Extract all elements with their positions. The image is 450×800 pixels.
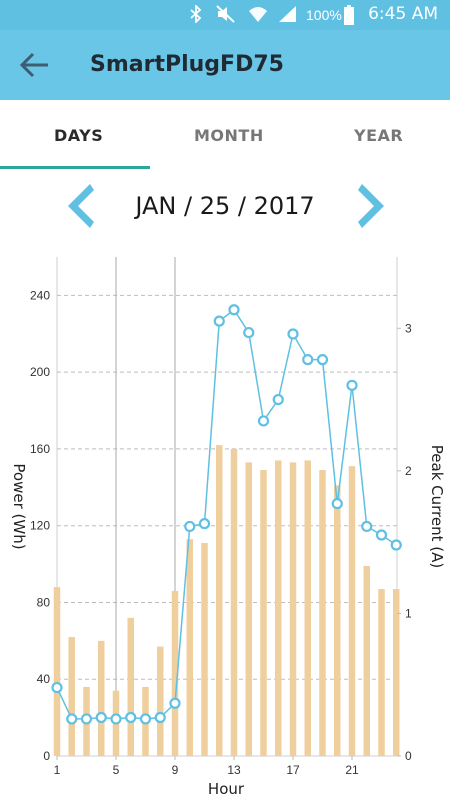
power-bar (216, 445, 223, 756)
clock: 6:45 AM (368, 4, 438, 24)
y2-tick-label: 0 (405, 749, 412, 763)
y-tick-label: 120 (30, 519, 50, 533)
current-point (287, 328, 299, 340)
power-bar (348, 466, 356, 756)
power-bar (319, 470, 326, 756)
y2-tick-label: 2 (405, 464, 412, 478)
current-point (184, 520, 196, 533)
current-point (213, 315, 225, 327)
signal-icon (279, 6, 296, 22)
power-bar (289, 462, 297, 756)
chevron-left-icon[interactable] (64, 182, 94, 230)
x-axis-title: Hour (208, 780, 245, 798)
y-axis-title: Power (Wh) (10, 463, 28, 549)
x-tick-label: 5 (113, 763, 120, 777)
current-point (302, 354, 314, 366)
x-tick-label: 9 (172, 763, 179, 777)
y-tick-label: 0 (43, 749, 50, 763)
current-line (56, 308, 397, 720)
power-bar (275, 460, 282, 756)
current-point (390, 539, 402, 551)
tab-month[interactable]: MONTH (194, 126, 264, 145)
chevron-right-icon[interactable] (358, 182, 388, 230)
current-point (243, 326, 255, 339)
bluetooth-icon (190, 5, 202, 23)
current-point (110, 713, 122, 725)
current-point (80, 713, 93, 725)
current-point (95, 711, 107, 724)
power-bar (127, 617, 134, 756)
power-bar (393, 589, 400, 756)
y2-axis-title: Peak Current (A) (428, 445, 446, 568)
current-point (125, 711, 137, 724)
y-tick-label: 160 (30, 442, 50, 456)
page-title: SmartPlugFD75 (90, 52, 284, 77)
x-tick-label: 1 (54, 763, 61, 777)
power-bar (201, 542, 208, 756)
wifi-icon (249, 7, 267, 22)
current-point (169, 697, 181, 709)
y2-tick-label: 1 (405, 606, 412, 620)
power-bar (186, 539, 193, 756)
current-point (361, 520, 373, 533)
current-point (272, 393, 284, 406)
arrow-left-icon[interactable] (18, 48, 52, 82)
current-point (66, 713, 78, 725)
current-point (154, 711, 166, 724)
selected-date: JAN / 25 / 2017 (135, 192, 315, 220)
x-tick-label: 17 (286, 763, 300, 777)
y2-tick-label: 3 (405, 321, 412, 335)
power-bar (363, 565, 370, 756)
tab-days[interactable]: DAYS (54, 126, 104, 145)
power-bar (378, 589, 385, 756)
tab-indicator (0, 166, 150, 169)
current-point (51, 681, 63, 694)
tab-year[interactable]: YEAR (354, 126, 404, 145)
y-tick-label: 40 (37, 672, 51, 686)
power-bar (334, 485, 341, 756)
current-point (375, 529, 388, 541)
power-bar (68, 637, 75, 756)
mute-icon (216, 5, 235, 23)
current-point (346, 379, 358, 391)
app-bar: SmartPlugFD75 (0, 30, 450, 100)
y-tick-label: 80 (37, 595, 51, 609)
battery-level: 100% (306, 7, 342, 23)
power-bar (245, 462, 252, 756)
period-tabs: DAYS MONTH YEAR (0, 100, 450, 170)
y-tick-label: 240 (30, 288, 50, 302)
y-tick-label: 200 (30, 365, 50, 379)
battery-icon (344, 5, 354, 25)
x-tick-label: 21 (345, 763, 359, 777)
current-point (316, 354, 329, 366)
current-point (139, 713, 152, 725)
status-bar: 100% 6:45 AM (0, 0, 450, 30)
current-point (228, 304, 240, 316)
power-bar (260, 470, 267, 756)
x-tick-label: 13 (227, 763, 241, 777)
power-bar (171, 590, 179, 756)
power-bar (157, 646, 164, 756)
current-point (257, 415, 270, 427)
current-point (198, 518, 211, 530)
current-point (331, 498, 343, 510)
date-navigator: JAN / 25 / 2017 (0, 178, 450, 236)
power-bar (304, 460, 311, 756)
power-bar (230, 448, 238, 756)
power-bar (98, 640, 105, 756)
power-bar (53, 587, 61, 756)
